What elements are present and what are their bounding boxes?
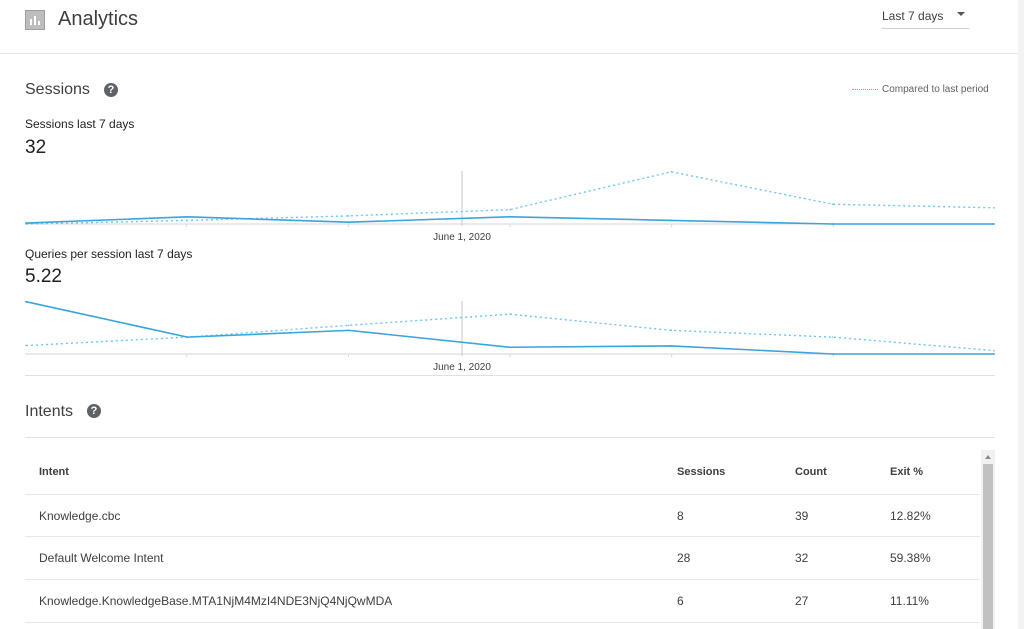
intent-exit: 12.82%: [890, 509, 931, 523]
table-row[interactable]: Knowledge.KnowledgeBase.MTA1NjM4MzI4NDE3…: [25, 580, 980, 623]
intent-sessions: 28: [677, 551, 691, 565]
column-header-count[interactable]: Count: [795, 466, 827, 478]
sessions-metric-label: Sessions last 7 days: [25, 117, 135, 131]
sessions-title: Sessions: [25, 81, 90, 98]
table-header-row: Intent Sessions Count Exit %: [25, 450, 980, 495]
intent-exit: 11.11%: [890, 594, 929, 608]
main-series-point: [509, 215, 511, 218]
compare-series-point: [347, 215, 350, 217]
compare-series-line: [25, 313, 995, 352]
main-series-point: [670, 345, 673, 347]
compare-series-point: [993, 207, 995, 209]
compare-series-point: [993, 349, 995, 352]
date-marker-label: June 1, 2020: [433, 232, 491, 243]
queries-chart-svg: June 1, 2020: [25, 300, 995, 373]
main-series-point: [993, 353, 995, 355]
caret-down-icon: [957, 12, 965, 16]
intent-name: Default Welcome Intent: [39, 551, 164, 565]
compare-series-point: [831, 203, 834, 205]
main-series-point: [831, 223, 834, 225]
page-title: Analytics: [58, 8, 139, 30]
intents-divider: [25, 437, 995, 438]
column-header-sessions[interactable]: Sessions: [677, 466, 726, 478]
intents-title: Intents: [25, 403, 74, 420]
compare-series-point: [347, 324, 350, 327]
scrollbar-thumb[interactable]: [983, 464, 993, 629]
main-series-point: [993, 223, 995, 225]
intents-table: Intent Sessions Count Exit % Knowledge.c…: [25, 450, 995, 629]
help-icon[interactable]: ?: [87, 404, 101, 418]
chart-legend: Compared to last period: [852, 84, 989, 95]
main-series-point: [831, 353, 834, 355]
compare-series-point: [670, 329, 673, 332]
section-divider: [25, 375, 995, 376]
queries-metric-label: Queries per session last 7 days: [25, 247, 193, 261]
main-series-point: [509, 346, 511, 349]
date-marker-label: June 1, 2020: [433, 362, 491, 373]
queries-metric-value: 5.22: [25, 266, 62, 287]
intent-count: 32: [795, 551, 809, 565]
legend-label: Compared to last period: [882, 84, 989, 95]
column-header-intent[interactable]: Intent: [39, 466, 69, 478]
sessions-metric-value: 32: [25, 137, 47, 158]
intent-exit: 59.38%: [890, 551, 931, 565]
main-series-point: [347, 329, 350, 332]
help-icon[interactable]: ?: [104, 83, 118, 97]
intent-name: Knowledge.KnowledgeBase.MTA1NjM4MzI4NDE3…: [39, 594, 393, 608]
dotted-line-icon: [852, 88, 878, 90]
compare-series-point: [670, 171, 673, 173]
intent-count: 27: [795, 594, 809, 608]
intent-name: Knowledge.cbc: [39, 509, 121, 523]
column-header-exit[interactable]: Exit %: [890, 466, 924, 478]
scroll-up-arrow-icon[interactable]: [985, 455, 991, 459]
table-row[interactable]: Knowledge.cbc 8 39 12.82%: [25, 494, 980, 537]
sessions-chart: June 1, 2020: [25, 168, 995, 244]
main-series-point: [186, 215, 189, 218]
table-row[interactable]: Default Welcome Intent 28 32 59.38%: [25, 537, 980, 580]
intent-sessions: 8: [677, 509, 684, 523]
main-series-line: [25, 300, 994, 355]
main-series-point: [25, 222, 27, 224]
top-bar: Analytics Last 7 days: [0, 0, 1018, 54]
intent-count: 39: [795, 509, 809, 523]
sessions-chart-svg: June 1, 2020: [25, 171, 995, 243]
main-series-point: [670, 219, 673, 222]
main-series-point: [25, 300, 27, 303]
compare-series-point: [831, 336, 834, 338]
queries-chart: June 1, 2020: [25, 298, 995, 374]
compare-series-point: [509, 313, 511, 315]
period-select-label: Last 7 days: [882, 9, 944, 23]
main-series-point: [347, 221, 350, 224]
bar-chart-icon: [25, 10, 45, 30]
compare-series-point: [509, 208, 511, 211]
period-select[interactable]: Last 7 days: [882, 8, 969, 29]
compare-series-point: [186, 219, 189, 222]
main-series-point: [186, 336, 189, 339]
intent-sessions: 6: [677, 594, 684, 608]
compare-series-point: [25, 344, 27, 347]
